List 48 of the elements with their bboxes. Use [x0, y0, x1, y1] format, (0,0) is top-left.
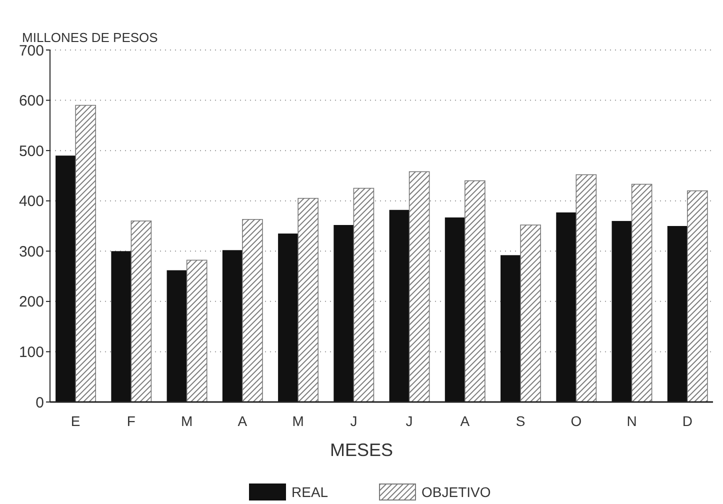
bar — [242, 219, 263, 402]
bar — [408, 171, 430, 402]
bar — [631, 184, 652, 402]
bar — [576, 174, 597, 402]
x-tick-label: E — [70, 413, 80, 429]
y-tick-label: 300 — [18, 243, 44, 260]
x-tick-label: J — [406, 413, 413, 429]
x-tick-label: A — [238, 413, 248, 429]
bar — [464, 180, 486, 402]
bar — [389, 210, 410, 402]
bar — [111, 251, 132, 402]
bar — [298, 198, 318, 402]
bar — [222, 250, 242, 402]
bar — [612, 220, 632, 402]
y-tick-label: 500 — [18, 142, 44, 160]
y-tick-label: 100 — [18, 344, 44, 361]
bar — [667, 226, 688, 402]
x-tick-label: D — [682, 413, 692, 429]
bar — [166, 270, 187, 402]
legend-label: OBJETIVO — [422, 484, 491, 500]
x-tick-label: O — [570, 413, 582, 429]
x-tick-label: S — [516, 413, 526, 429]
x-axis-title: MESES — [330, 440, 394, 460]
x-tick-label: N — [626, 413, 637, 429]
x-tick-label: A — [460, 413, 470, 429]
y-tick-label: 200 — [18, 294, 44, 311]
x-tick-label: M — [292, 413, 304, 429]
bar — [75, 104, 96, 402]
bar — [334, 224, 354, 402]
bar — [278, 234, 298, 402]
bar — [500, 255, 521, 402]
bar — [186, 260, 208, 402]
bar — [56, 156, 76, 402]
x-tick-label: J — [350, 413, 358, 429]
y-tick-label: 400 — [18, 193, 44, 210]
legend-label: REAL — [292, 484, 328, 500]
x-tick-label: F — [126, 413, 136, 429]
bar — [520, 224, 541, 402]
y-tick-label: 700 — [18, 42, 44, 60]
y-tick-label: 0 — [36, 394, 44, 412]
bar — [556, 212, 576, 402]
bar — [353, 188, 374, 402]
y-axis-title: MILLONES DE PESOS — [22, 30, 158, 45]
y-tick-label: 600 — [18, 92, 44, 110]
bar — [687, 190, 708, 402]
bar — [444, 217, 465, 402]
bar — [130, 220, 152, 402]
x-tick-label: M — [180, 413, 193, 429]
